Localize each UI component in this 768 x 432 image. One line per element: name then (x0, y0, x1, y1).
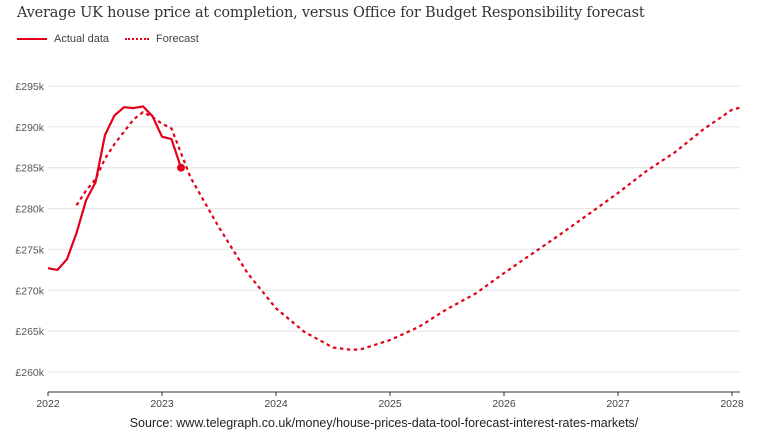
x-tick-label: 2026 (492, 398, 516, 410)
legend-label-forecast: Forecast (156, 33, 199, 45)
x-tick-label: 2024 (264, 398, 288, 410)
x-tick-label: 2023 (150, 398, 174, 410)
x-tick-label: 2027 (606, 398, 630, 410)
x-tick-label: 2022 (36, 398, 60, 410)
legend-swatch-forecast (125, 38, 150, 40)
y-tick-label: £295k (15, 81, 44, 93)
actual-data-line (47, 105, 183, 271)
source-note: Source: www.telegraph.co.uk/money/house-… (129, 416, 639, 430)
legend-swatch-actual (17, 38, 47, 40)
y-tick-label: £265k (15, 326, 44, 338)
legend: Actual data Forecast (17, 33, 199, 45)
y-tick-label: £270k (15, 285, 44, 297)
y-tick-label: £280k (15, 204, 44, 216)
y-tick-label: £260k (15, 367, 44, 379)
y-tick-label: £275k (15, 244, 44, 256)
x-tick-label: 2025 (378, 398, 402, 410)
y-tick-label: £290k (15, 122, 44, 134)
legend-label-actual: Actual data (54, 33, 110, 45)
x-tick-label: 2028 (720, 398, 744, 410)
chart-title: Average UK house price at completion, ve… (17, 5, 645, 21)
y-tick-label: £285k (15, 163, 44, 175)
actual-data-end-marker (177, 163, 185, 172)
forecast-line (75, 106, 742, 351)
